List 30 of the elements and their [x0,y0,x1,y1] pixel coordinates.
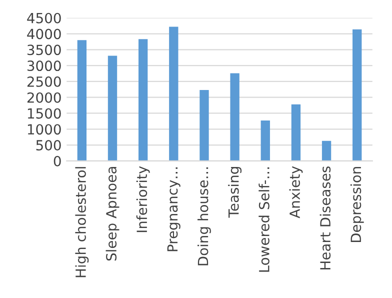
x-tick-label: Anxiety [289,166,303,218]
y-tick-label: 500 [36,140,61,150]
bar [352,29,362,161]
y-tick-label: 2500 [27,76,61,87]
y-tick-label: 3500 [27,44,61,56]
bar [108,56,118,161]
y-tick-label: 2000 [27,92,61,103]
x-tick-label: Lowered Self-… [258,167,270,272]
y-tick-label: 1000 [28,124,61,135]
bar [200,90,209,161]
y-tick-label: 1500 [28,108,61,119]
bar [169,26,178,161]
x-tick-label: Pregnancy… [167,167,180,252]
x-tick-label: Sleep Apnoea [106,167,120,261]
x-tick-label: Inferiority [136,166,150,232]
y-tick-label: 3000 [27,60,61,72]
bar [260,120,270,161]
x-tick-label: High cholesterol [75,167,89,278]
bar [322,140,332,161]
bar [138,39,148,161]
x-tick-label: Teasing [228,167,242,218]
y-tick-label: 0 [54,156,61,166]
bar [230,73,240,161]
x-tick-label: Depression [350,166,364,242]
bar [77,40,87,161]
x-tick-label: Doing house… [198,167,211,266]
y-tick-label: 4500 [27,12,61,24]
y-tick-label: 4000 [27,28,61,40]
x-tick-label: Heart Diseases [320,166,331,270]
bar [291,104,301,161]
